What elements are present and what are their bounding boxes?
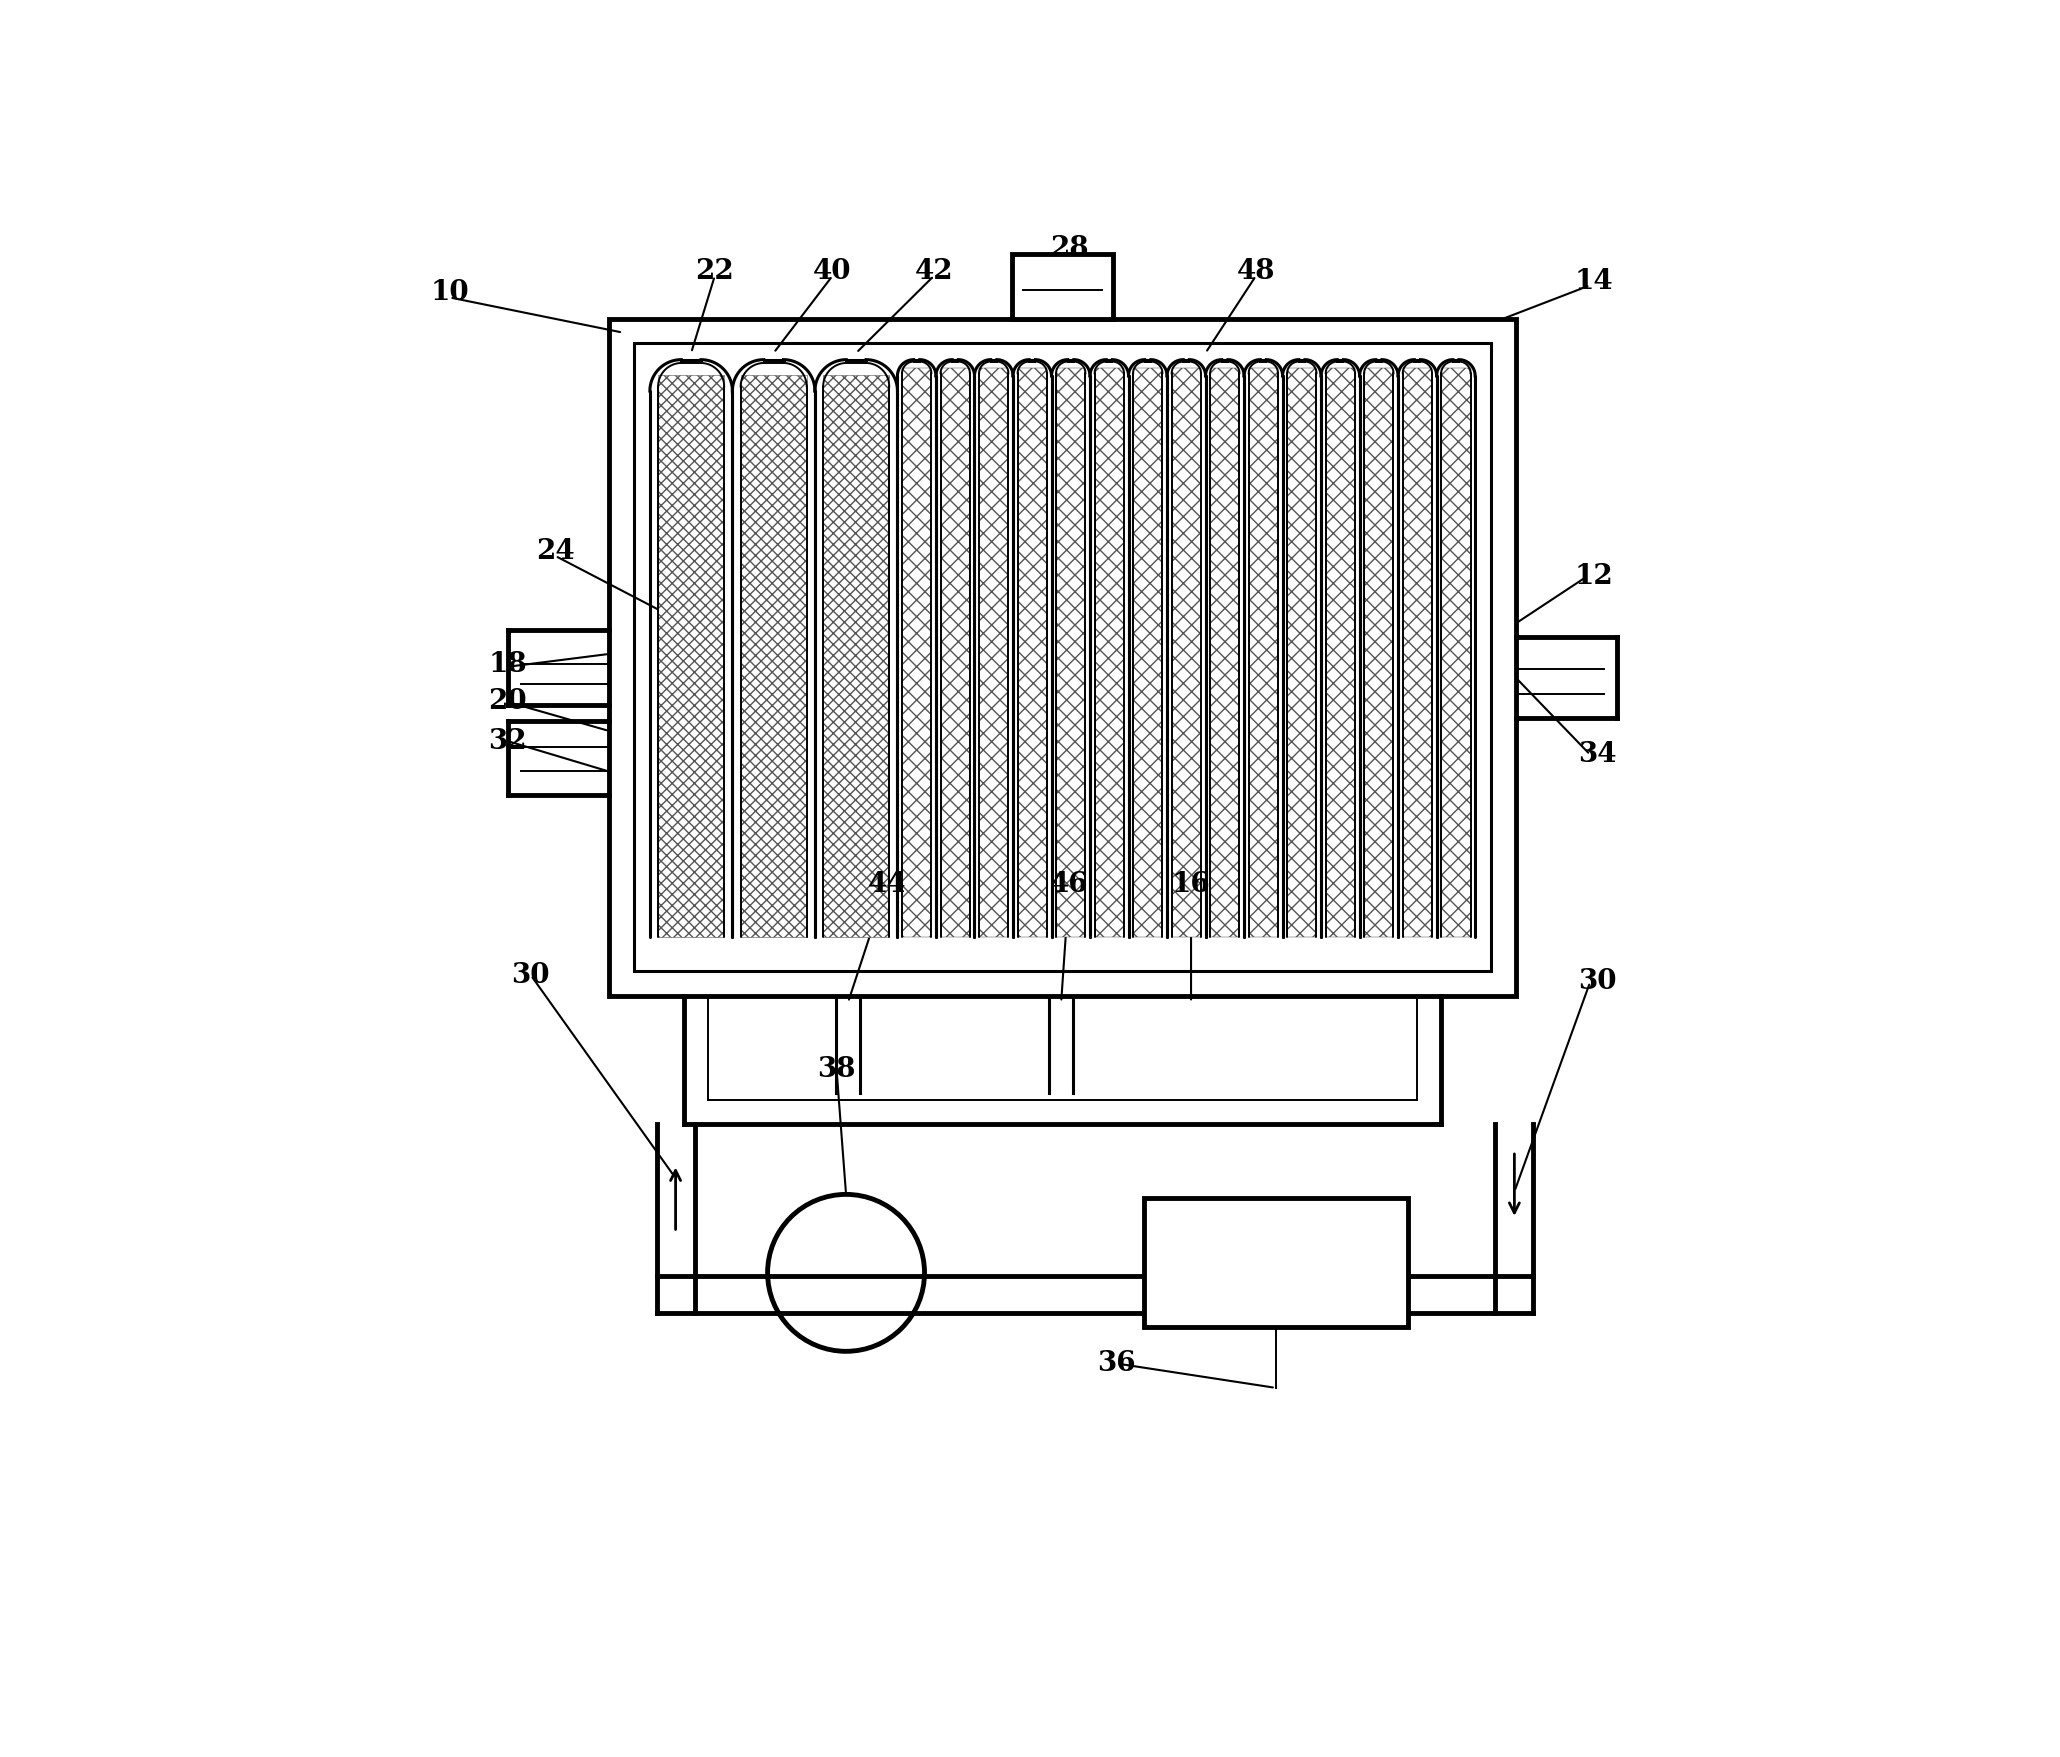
- Polygon shape: [978, 367, 1009, 936]
- Text: 30: 30: [511, 961, 550, 989]
- Text: 14: 14: [1576, 267, 1613, 295]
- Text: 36: 36: [1098, 1349, 1135, 1377]
- Text: 28: 28: [1051, 235, 1088, 262]
- Text: 30: 30: [1578, 968, 1617, 996]
- Bar: [634, 343, 1491, 972]
- Text: 48: 48: [1236, 258, 1275, 285]
- Polygon shape: [742, 376, 808, 936]
- Polygon shape: [1327, 367, 1355, 936]
- Text: 46: 46: [1051, 871, 1088, 898]
- Text: 32: 32: [488, 727, 527, 756]
- Text: 16: 16: [1172, 871, 1211, 898]
- Text: 34: 34: [1578, 741, 1617, 768]
- Polygon shape: [1248, 367, 1277, 936]
- Text: 42: 42: [915, 258, 954, 285]
- Polygon shape: [1057, 367, 1086, 936]
- Polygon shape: [902, 367, 931, 936]
- Polygon shape: [1403, 367, 1432, 936]
- Text: 38: 38: [818, 1056, 855, 1084]
- Text: 10: 10: [431, 279, 470, 306]
- Polygon shape: [1209, 367, 1240, 936]
- Polygon shape: [1094, 367, 1125, 936]
- Text: 22: 22: [696, 258, 733, 285]
- Text: 40: 40: [814, 258, 851, 285]
- Polygon shape: [1364, 367, 1393, 936]
- Polygon shape: [1172, 367, 1201, 936]
- Polygon shape: [824, 376, 890, 936]
- Polygon shape: [1442, 367, 1471, 936]
- Bar: [610, 320, 1516, 996]
- Bar: [1143, 1198, 1407, 1327]
- Text: 18: 18: [488, 650, 527, 678]
- Text: 20: 20: [488, 689, 527, 715]
- Polygon shape: [1133, 367, 1162, 936]
- Bar: [1011, 255, 1112, 320]
- Polygon shape: [1288, 367, 1316, 936]
- Text: 44: 44: [867, 871, 906, 898]
- Text: 12: 12: [1574, 562, 1613, 590]
- Polygon shape: [1018, 367, 1046, 936]
- Text: 24: 24: [536, 538, 575, 566]
- Polygon shape: [941, 367, 970, 936]
- Polygon shape: [657, 376, 725, 936]
